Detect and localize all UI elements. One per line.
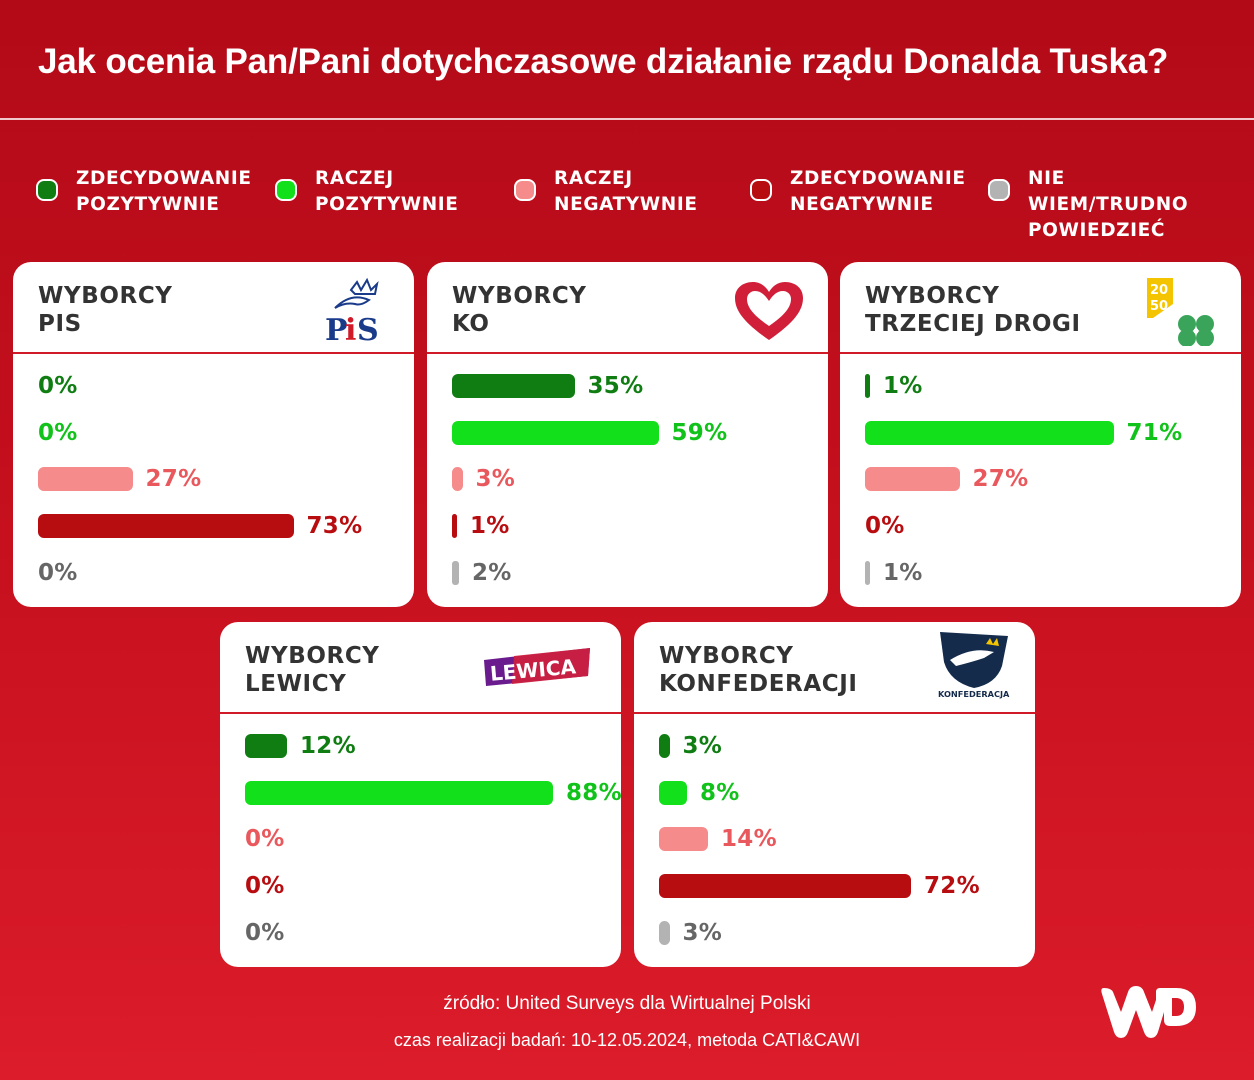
bar-value-label: 8% (700, 780, 740, 806)
ko-heart-logo (733, 280, 805, 349)
chart-card-lewicy: WYBORCY LEWICY LEWICA 12% 88% 0% 0% 0% (220, 622, 621, 967)
legend-label: RACZEJ NEGATYWNIE (554, 168, 698, 215)
bar (865, 561, 870, 585)
bar-value-label: 14% (721, 826, 777, 852)
bar (452, 561, 459, 585)
bar-value-label: 1% (470, 513, 510, 539)
bar (659, 921, 670, 945)
legend-label: RACZEJ POZYTYWNIE (315, 168, 459, 215)
bar-value-label: 88% (566, 780, 621, 806)
bar (245, 781, 553, 805)
svg-text:50: 50 (1150, 299, 1168, 314)
svg-text:KONFEDERACJA: KONFEDERACJA (938, 689, 1010, 699)
chart-title: WYBORCY TRZECIEJ DROGI (865, 283, 1081, 337)
card-divider (634, 712, 1035, 714)
bar-value-label: 59% (671, 420, 728, 446)
legend-swatch (275, 179, 297, 201)
bar-value-label: 71% (1126, 420, 1183, 446)
chart-card-ko: WYBORCY KO 35% 59% 3% 1% 2% (427, 262, 828, 607)
bar (659, 874, 911, 898)
bar-value-label: 3% (682, 733, 723, 759)
bar-value-label: 27% (972, 466, 1029, 492)
bar-value-label: 1% (883, 373, 923, 399)
chart-title: WYBORCY KO (452, 283, 587, 337)
bar-value-label: 0% (38, 373, 78, 399)
bar-value-label: 1% (883, 560, 923, 586)
bar (38, 467, 133, 491)
chart-title: WYBORCY LEWICY (245, 643, 380, 697)
bar-value-label: 0% (38, 420, 78, 446)
card-divider (840, 352, 1241, 354)
bar (865, 421, 1114, 445)
svg-text:i: i (345, 313, 356, 348)
bar (452, 514, 457, 538)
svg-text:P: P (325, 313, 348, 348)
bar-value-label: 3% (682, 920, 723, 946)
legend-swatch (514, 179, 536, 201)
bar (659, 781, 687, 805)
lewica-logo: LEWICA (484, 646, 590, 693)
chart-card-konfederacji: WYBORCY KONFEDERACJI KONFEDERACJA 3% 8% 14% 7… (634, 622, 1035, 967)
bar (245, 734, 287, 758)
chart-card-trzeciej-drogi: WYBORCY TRZECIEJ DROGI 20 50 1% 71% 27% 0% 1% (840, 262, 1241, 607)
bar-value-label: 12% (300, 733, 356, 759)
footer-source: źródło: United Surveys dla Wirtualnej Po… (443, 993, 811, 1014)
bar-value-label: 0% (245, 920, 285, 946)
card-divider (13, 352, 414, 354)
bar-value-label: 72% (924, 873, 980, 899)
bar-value-label: 73% (306, 513, 363, 539)
bar (452, 374, 575, 398)
card-divider (427, 352, 828, 354)
bar (659, 734, 670, 758)
svg-text:20: 20 (1150, 283, 1168, 298)
bar-value-label: 3% (475, 466, 516, 492)
title-divider (0, 118, 1254, 120)
bar (659, 827, 708, 851)
legend-label: NIE WIEM/TRUDNO POWIEDZIEĆ (1028, 168, 1189, 241)
bar-value-label: 0% (38, 560, 78, 586)
bar-value-label: 0% (245, 826, 285, 852)
legend-label: ZDECYDOWANIE POZYTYWNIE (76, 168, 252, 215)
bar-value-label: 27% (145, 466, 202, 492)
bar (452, 467, 463, 491)
wp-logo (1101, 986, 1196, 1038)
footer-method: czas realizacji badań: 10-12.05.2024, me… (393, 1030, 861, 1050)
chart-title: WYBORCY PIS (38, 283, 173, 337)
bar (452, 421, 659, 445)
legend-label: ZDECYDOWANIE NEGATYWNIE (790, 168, 966, 215)
bar-value-label: 0% (865, 513, 905, 539)
trzecia-droga-logo: 20 50 (1145, 274, 1221, 351)
svg-text:S: S (357, 313, 379, 348)
bar (865, 374, 870, 398)
card-divider (220, 712, 621, 714)
legend-swatch (750, 179, 772, 201)
bar (38, 514, 294, 538)
legend-swatch (36, 179, 58, 201)
bar-value-label: 2% (472, 560, 512, 586)
bar-value-label: 35% (587, 373, 644, 399)
legend-swatch (988, 179, 1010, 201)
bar-value-label: 0% (245, 873, 285, 899)
chart-title: WYBORCY KONFEDERACJI (659, 643, 858, 697)
page-title: Jak ocenia Pan/Pani dotychczasowe działa… (38, 42, 1169, 81)
konfederacja-logo: KONFEDERACJA (936, 630, 1012, 707)
bar (865, 467, 960, 491)
